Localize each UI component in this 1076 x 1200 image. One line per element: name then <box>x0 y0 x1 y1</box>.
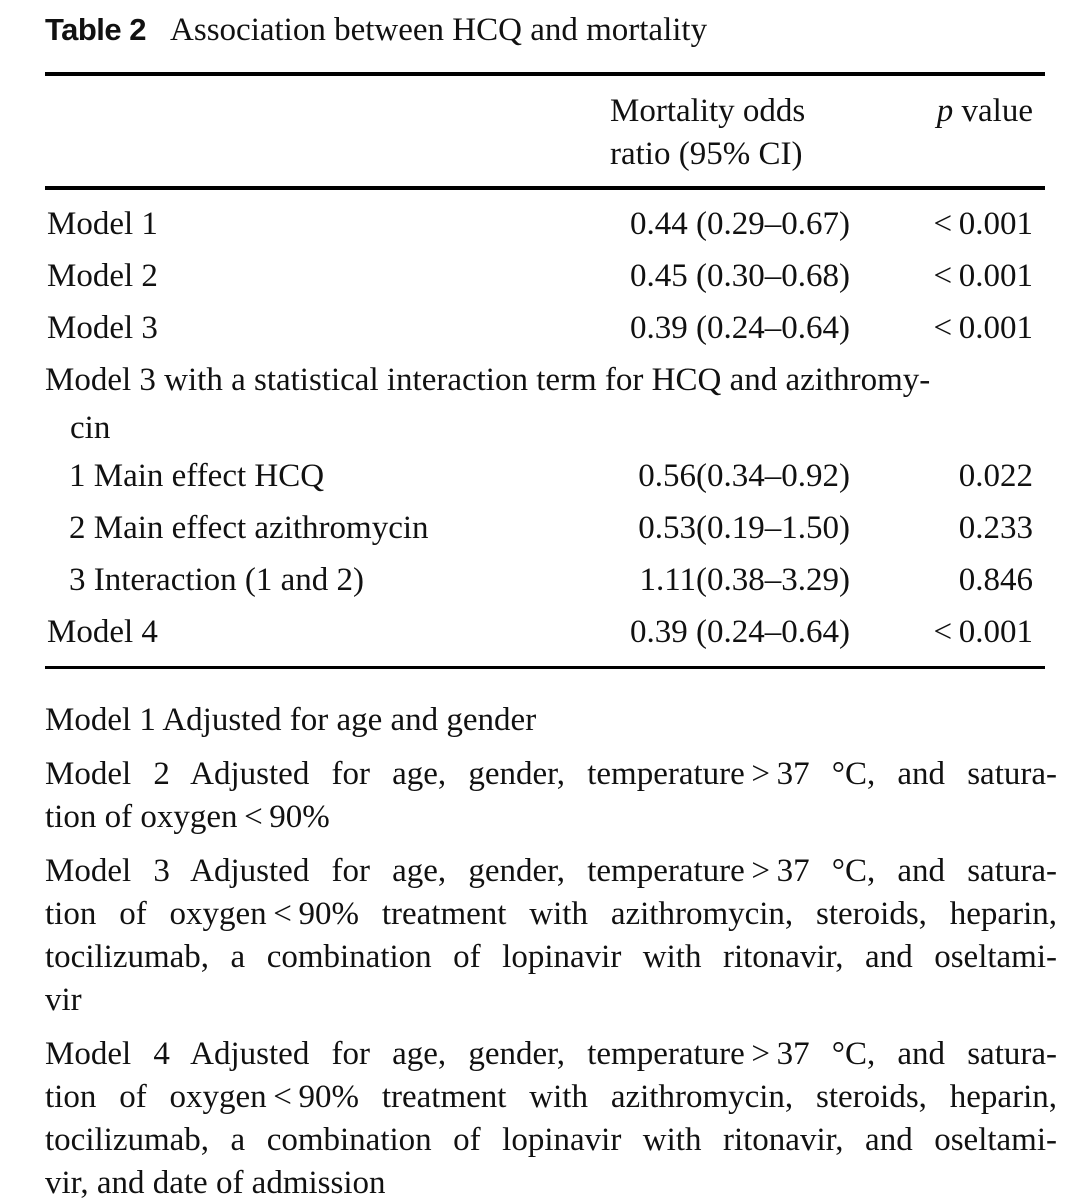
footnote-line: Model 3 Adjusted for age, gender, temper… <box>45 853 1057 889</box>
header-p-italic: p <box>936 93 954 129</box>
header-p-value: p value <box>850 90 1045 176</box>
table-header-row: Mortality odds ratio (95% CI) p value <box>45 76 1045 186</box>
row-label: Model 2 <box>47 258 158 294</box>
table-row-main-effect-azithromycin: 2 Main effect azithromycin 0.53(0.19–1.5… <box>45 502 1045 554</box>
table-caption-title: Association between HCQ and mortality <box>170 12 708 48</box>
table-header-rule <box>45 186 1045 190</box>
footnote-line: tocilizumab, a combination of lopinavir … <box>45 939 1057 975</box>
p-value: 0.846 <box>958 562 1033 598</box>
footnote-model-2: Model 2 Adjusted for age, gender, temper… <box>45 753 1057 839</box>
table-row-main-effect-hcq: 1 Main effect HCQ 0.56(0.34–0.92) 0.022 <box>45 450 1045 502</box>
header-odds-ratio: Mortality odds ratio (95% CI) <box>610 90 850 176</box>
table-row-model-4: Model 4 0.39 (0.24–0.64) < 0.001 <box>45 606 1045 658</box>
footnote-line: Model 2 Adjusted for age, gender, temper… <box>45 756 1057 792</box>
table-body: Model 1 0.44 (0.29–0.67) < 0.001 Model 2… <box>45 190 1045 666</box>
p-value: < 0.001 <box>933 310 1033 346</box>
row-label-line1: Model 3 with a statistical interaction t… <box>45 362 931 398</box>
row-label: Model 3 <box>47 310 158 346</box>
header-empty-cell <box>45 90 610 176</box>
odds-ratio-value: 0.39 (0.24–0.64) <box>630 614 850 650</box>
row-label: Model 4 <box>47 614 158 650</box>
table-bottom-rule <box>45 666 1045 669</box>
footnote-model-4: Model 4 Adjusted for age, gender, temper… <box>45 1033 1057 1200</box>
footnote-model-1: Model 1 Adjusted for age and gender <box>45 699 1057 742</box>
odds-ratio-value: 0.39 (0.24–0.64) <box>630 310 850 346</box>
row-label: 2 Main effect azithromycin <box>69 510 429 546</box>
table-top-rule <box>45 72 1045 76</box>
odds-ratio-value: 0.56(0.34–0.92) <box>638 458 850 494</box>
footnote-line: tion of oxygen < 90% treatment with azit… <box>45 1079 1057 1115</box>
footnote-line: Model 1 Adjusted for age and gender <box>45 702 537 738</box>
row-label: Model 1 <box>47 206 158 242</box>
table-row-model-2: Model 2 0.45 (0.30–0.68) < 0.001 <box>45 250 1045 302</box>
table-caption: Table 2 Association between HCQ and morta… <box>45 8 1045 58</box>
table-row-model-1: Model 1 0.44 (0.29–0.67) < 0.001 <box>45 198 1045 250</box>
table-footnotes: Model 1 Adjusted for age and gender Mode… <box>45 699 1057 1200</box>
footnote-line: tocilizumab, a combination of lopinavir … <box>45 1122 1057 1158</box>
row-label: 3 Interaction (1 and 2) <box>69 562 365 598</box>
row-label-line2: cin <box>70 410 111 446</box>
odds-ratio-value: 0.44 (0.29–0.67) <box>630 206 850 242</box>
odds-ratio-value: 0.45 (0.30–0.68) <box>630 258 850 294</box>
footnote-line: vir <box>45 982 82 1018</box>
table-caption-label: Table 2 <box>45 12 147 47</box>
table-row-interaction: 3 Interaction (1 and 2) 1.11(0.38–3.29) … <box>45 554 1045 606</box>
odds-ratio-value: 1.11(0.38–3.29) <box>639 562 850 598</box>
odds-ratio-value: 0.53(0.19–1.50) <box>638 510 850 546</box>
p-value: 0.022 <box>958 458 1033 494</box>
footnote-line: Model 4 Adjusted for age, gender, temper… <box>45 1036 1057 1072</box>
footnote-line: vir, and date of admission <box>45 1165 386 1200</box>
header-odds-ratio-line2: ratio (95% CI) <box>610 136 803 172</box>
p-value: < 0.001 <box>933 258 1033 294</box>
header-odds-ratio-line1: Mortality odds <box>610 93 806 129</box>
p-value: < 0.001 <box>933 206 1033 242</box>
table-row-model-3: Model 3 0.39 (0.24–0.64) < 0.001 <box>45 302 1045 354</box>
footnote-line: tion of oxygen < 90% <box>45 799 330 835</box>
table-row-interaction-heading: Model 3 with a statistical interaction t… <box>45 354 1045 450</box>
p-value: 0.233 <box>958 510 1033 546</box>
footnote-line: tion of oxygen < 90% treatment with azit… <box>45 896 1057 932</box>
header-p-rest: value <box>953 93 1033 129</box>
footnote-model-3: Model 3 Adjusted for age, gender, temper… <box>45 850 1057 1022</box>
row-label: 1 Main effect HCQ <box>69 458 325 494</box>
p-value: < 0.001 <box>933 614 1033 650</box>
